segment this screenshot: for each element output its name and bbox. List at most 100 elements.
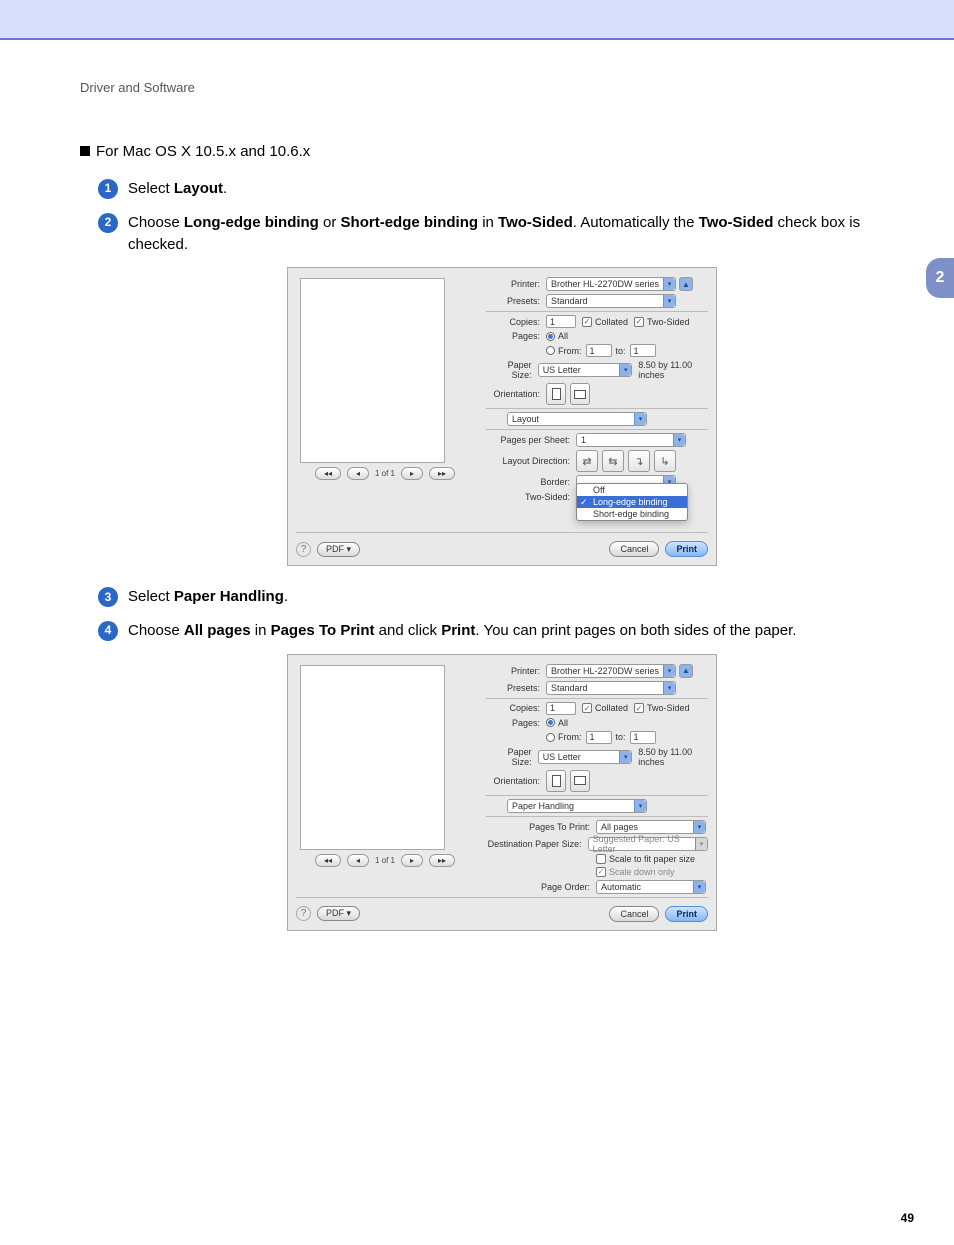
page-preview	[300, 278, 445, 463]
collated-checkbox[interactable]: ✓	[582, 317, 592, 327]
presets-label: Presets:	[486, 683, 546, 693]
layout-direction-label: Layout Direction:	[486, 456, 576, 466]
pages-to-label: to:	[612, 732, 630, 742]
breadcrumb: Driver and Software	[80, 80, 924, 95]
copies-input[interactable]: 1	[546, 315, 576, 328]
dropdown-item-long-edge[interactable]: Long-edge binding	[577, 496, 687, 508]
nav-next-button[interactable]: ▸	[401, 467, 423, 480]
printer-select[interactable]: Brother HL-2270DW series▾	[546, 277, 676, 291]
scale-down-only-label: Scale down only	[609, 867, 675, 877]
two-sided-label: Two-Sided	[647, 703, 690, 713]
pdf-menu-button[interactable]: PDF ▾	[317, 906, 360, 921]
pages-to-input[interactable]: 1	[630, 344, 656, 357]
section-heading: For Mac OS X 10.5.x and 10.6.x	[80, 143, 924, 160]
destination-paper-size-select[interactable]: Suggested Paper: US Letter▾	[588, 837, 708, 851]
section-heading-text: For Mac OS X 10.5.x and 10.6.x	[96, 143, 310, 160]
papersize-label: Paper Size:	[486, 360, 538, 380]
pages-all-radio[interactable]	[546, 332, 555, 341]
two-sided-dropdown[interactable]: Off Long-edge binding Short-edge binding	[576, 483, 688, 521]
pages-to-label: to:	[612, 346, 630, 356]
page-index: 1 of 1	[375, 856, 395, 865]
presets-select[interactable]: Standard▾	[546, 294, 676, 308]
pages-from-radio[interactable]	[546, 346, 555, 355]
pages-all-label: All	[558, 331, 568, 341]
print-dialog-layout: ◂◂ ◂ 1 of 1 ▸ ▸▸ Printer: Brother HL-227…	[287, 267, 717, 566]
help-button[interactable]: ?	[296, 906, 311, 921]
preview-column: ◂◂ ◂ 1 of 1 ▸ ▸▸	[300, 278, 470, 480]
nav-next-button[interactable]: ▸	[401, 854, 423, 867]
two-sided-label: Two-Sided	[647, 317, 690, 327]
nav-first-button[interactable]: ◂◂	[315, 467, 341, 480]
printer-status-button[interactable]: ▲	[679, 664, 693, 678]
presets-select[interactable]: Standard▾	[546, 681, 676, 695]
collated-label: Collated	[595, 317, 628, 327]
pages-label: Pages:	[486, 331, 546, 341]
layout-dir-2[interactable]: ⇆	[602, 450, 624, 472]
orientation-portrait[interactable]	[546, 770, 566, 792]
printer-label: Printer:	[486, 666, 546, 676]
nav-last-button[interactable]: ▸▸	[429, 854, 455, 867]
printer-status-button[interactable]: ▲	[679, 277, 693, 291]
orientation-label: Orientation:	[486, 776, 546, 786]
chapter-tab: 2	[926, 258, 954, 298]
pages-per-sheet-select[interactable]: 1▾	[576, 433, 686, 447]
section-select[interactable]: Layout▾	[507, 412, 647, 426]
pages-to-print-select[interactable]: All pages▾	[596, 820, 706, 834]
orientation-landscape[interactable]	[570, 383, 590, 405]
step-text: Choose All pages in Pages To Print and c…	[128, 620, 924, 642]
nav-first-button[interactable]: ◂◂	[315, 854, 341, 867]
destination-paper-size-label: Destination Paper Size:	[486, 839, 588, 849]
orientation-landscape[interactable]	[570, 770, 590, 792]
pages-from-label: From:	[558, 346, 582, 356]
nav-last-button[interactable]: ▸▸	[429, 467, 455, 480]
page-order-select[interactable]: Automatic▾	[596, 880, 706, 894]
page-number: 49	[80, 1211, 924, 1225]
pages-to-input[interactable]: 1	[630, 731, 656, 744]
nav-prev-button[interactable]: ◂	[347, 854, 369, 867]
pdf-menu-button[interactable]: PDF ▾	[317, 542, 360, 557]
section-select[interactable]: Paper Handling▾	[507, 799, 647, 813]
scale-to-fit-checkbox[interactable]	[596, 854, 606, 864]
papersize-select[interactable]: US Letter▾	[538, 750, 633, 764]
print-button[interactable]: Print	[665, 906, 708, 922]
preview-nav: ◂◂ ◂ 1 of 1 ▸ ▸▸	[300, 467, 470, 480]
step-4: 4 Choose All pages in Pages To Print and…	[98, 620, 924, 642]
two-sided-checkbox[interactable]: ✓	[634, 703, 644, 713]
two-sided-checkbox[interactable]: ✓	[634, 317, 644, 327]
papersize-dims: 8.50 by 11.00 inches	[632, 747, 708, 767]
step-badge: 1	[98, 179, 118, 199]
nav-prev-button[interactable]: ◂	[347, 467, 369, 480]
page-body: 2 Driver and Software For Mac OS X 10.5.…	[0, 40, 954, 1245]
step-badge: 4	[98, 621, 118, 641]
orientation-portrait[interactable]	[546, 383, 566, 405]
copies-input[interactable]: 1	[546, 702, 576, 715]
two-sided-select-label: Two-Sided:	[486, 492, 576, 502]
printer-select[interactable]: Brother HL-2270DW series▾	[546, 664, 676, 678]
pages-from-input[interactable]: 1	[586, 344, 612, 357]
step-text: Select Layout.	[128, 178, 924, 200]
layout-dir-1[interactable]: ⇄	[576, 450, 598, 472]
cancel-button[interactable]: Cancel	[609, 541, 659, 557]
layout-dir-4[interactable]: ↳	[654, 450, 676, 472]
step-text: Choose Long-edge binding or Short-edge b…	[128, 212, 924, 256]
help-button[interactable]: ?	[296, 542, 311, 557]
papersize-select[interactable]: US Letter▾	[538, 363, 633, 377]
dialog-footer: ? PDF ▾ Cancel Print	[296, 541, 708, 557]
print-button[interactable]: Print	[665, 541, 708, 557]
dropdown-item-off[interactable]: Off	[577, 484, 687, 496]
cancel-button[interactable]: Cancel	[609, 906, 659, 922]
collated-checkbox[interactable]: ✓	[582, 703, 592, 713]
orientation-label: Orientation:	[486, 389, 546, 399]
top-banner	[0, 0, 954, 40]
layout-dir-3[interactable]: ↴	[628, 450, 650, 472]
pages-label: Pages:	[486, 718, 546, 728]
pages-from-radio[interactable]	[546, 733, 555, 742]
papersize-dims: 8.50 by 11.00 inches	[632, 360, 708, 380]
pages-all-radio[interactable]	[546, 718, 555, 727]
pages-from-input[interactable]: 1	[586, 731, 612, 744]
page-order-label: Page Order:	[486, 882, 596, 892]
papersize-label: Paper Size:	[486, 747, 538, 767]
dropdown-item-short-edge[interactable]: Short-edge binding	[577, 508, 687, 520]
scale-down-only-checkbox: ✓	[596, 867, 606, 877]
copies-label: Copies:	[486, 703, 546, 713]
